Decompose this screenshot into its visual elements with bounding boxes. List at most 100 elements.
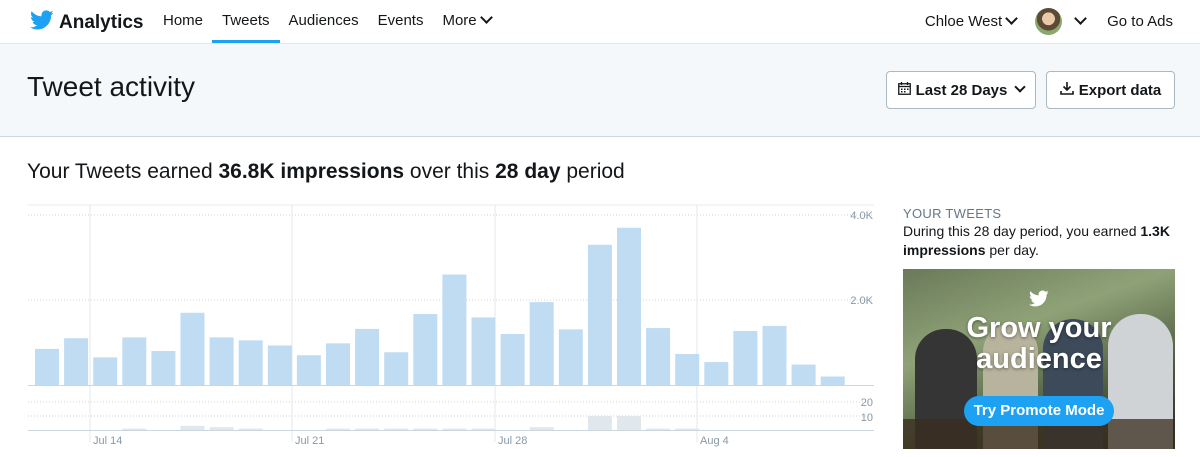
y-tick-label: 20 — [861, 397, 873, 409]
brand-name: Analytics — [59, 11, 144, 33]
main-nav: Home Tweets Audiences Events More — [163, 0, 510, 43]
impressions-bar — [471, 317, 496, 385]
impressions-bar — [558, 329, 583, 385]
page-header: Tweet activity Last 28 Days Export data — [0, 44, 1200, 137]
promo-line1: Grow your — [966, 312, 1112, 344]
chart-svg: 4.0K 2.0K 20 10 Jul 14 Jul 21 Jul 28 Aug 4 — [28, 204, 874, 447]
chevron-down-icon[interactable] — [1074, 12, 1087, 25]
promo-line2: audience — [976, 343, 1102, 375]
x-tick-label: Jul 21 — [295, 435, 324, 447]
twitter-bird-icon — [30, 8, 54, 37]
impressions-bar — [267, 345, 292, 385]
tweets-bar — [326, 428, 350, 430]
calendar-icon — [897, 81, 916, 99]
impressions-bar — [529, 302, 554, 385]
nav-tweets[interactable]: Tweets — [212, 0, 280, 43]
impressions-summary: Your Tweets earned 36.8K impressions ove… — [27, 160, 625, 184]
impressions-bar — [122, 337, 147, 385]
nav-more[interactable]: More — [442, 0, 493, 43]
side-text-suffix: per day. — [985, 242, 1039, 258]
date-range-button[interactable]: Last 28 Days — [886, 71, 1036, 109]
impressions-bar — [791, 364, 816, 385]
impressions-bar — [296, 355, 321, 385]
side-text-prefix: During this 28 day period, you earned — [903, 223, 1141, 239]
impressions-bar — [617, 227, 641, 385]
user-name: Chloe West — [924, 13, 1003, 30]
impressions-bar — [646, 328, 671, 385]
tweets-bar — [122, 428, 147, 430]
tweets-bar — [471, 428, 496, 430]
impressions-bar — [442, 274, 467, 385]
nav-home[interactable]: Home — [163, 12, 204, 29]
impressions-bar — [355, 328, 380, 385]
impressions-bar — [733, 331, 758, 385]
impressions-bar — [151, 351, 176, 385]
x-tick-label: Jul 28 — [498, 435, 527, 447]
tweets-bar — [646, 428, 671, 430]
date-range-label: Last 28 Days — [915, 81, 1008, 99]
download-icon — [1059, 81, 1079, 99]
promo-heading: Grow your audience — [903, 313, 1175, 375]
chevron-down-icon — [479, 11, 493, 24]
impressions-bar — [35, 348, 59, 385]
impressions-bar — [326, 343, 350, 385]
go-to-ads-link[interactable]: Go to Ads — [1107, 13, 1173, 30]
tweets-bar — [384, 428, 409, 430]
impressions-bar — [64, 338, 89, 385]
tweet-activity-chart: 4.0K 2.0K 20 10 Jul 14 Jul 21 Jul 28 Aug 4 — [28, 204, 878, 457]
tweets-bar — [587, 416, 612, 430]
summary-prefix: Your Tweets earned — [27, 160, 219, 183]
impressions-bar — [704, 362, 729, 385]
brand[interactable]: Analytics — [30, 8, 143, 37]
summary-suffix: period — [560, 160, 625, 183]
nav-more-label: More — [442, 12, 477, 29]
tweets-bar — [413, 428, 438, 430]
impressions-bar — [238, 340, 263, 385]
impressions-bar — [413, 314, 438, 385]
impressions-bar — [384, 352, 409, 385]
tweets-bar — [617, 416, 641, 430]
side-text: During this 28 day period, you earned 1.… — [903, 222, 1175, 260]
promote-mode-card[interactable]: Grow your audience Try Promote Mode — [903, 269, 1175, 449]
side-impressions-word: impressions — [903, 242, 986, 258]
tweets-bar — [355, 428, 380, 430]
impressions-bar — [820, 376, 845, 385]
side-per-day: 1.3K — [1140, 223, 1170, 239]
impressions-bar — [500, 334, 525, 385]
try-promote-mode-button[interactable]: Try Promote Mode — [964, 396, 1114, 426]
top-navigation: Analytics Home Tweets Audiences Events M… — [0, 0, 1200, 44]
tweets-bar — [180, 425, 205, 430]
impressions-bar — [762, 325, 787, 385]
y-tick-label: 4.0K — [850, 210, 873, 222]
impressions-bar — [180, 312, 205, 385]
tweets-bar — [209, 427, 234, 430]
your-tweets-panel: YOUR TWEETS During this 28 day period, y… — [903, 206, 1175, 260]
twitter-bird-icon — [1029, 290, 1049, 312]
export-data-button[interactable]: Export data — [1046, 71, 1175, 109]
summary-impressions: 36.8K impressions — [218, 160, 405, 183]
side-title: YOUR TWEETS — [903, 206, 1002, 221]
page-title: Tweet activity — [27, 71, 196, 102]
user-menu[interactable]: Chloe West — [924, 12, 1018, 30]
chevron-down-icon — [1014, 81, 1027, 93]
nav-events[interactable]: Events — [377, 12, 424, 29]
impressions-bar — [587, 244, 612, 385]
impressions-bar — [209, 337, 234, 385]
summary-middle: over this — [404, 160, 496, 183]
avatar[interactable] — [1035, 8, 1063, 35]
tweets-bar — [442, 428, 467, 430]
y-tick-label: 2.0K — [850, 295, 873, 307]
x-tick-label: Aug 4 — [700, 435, 729, 447]
tweets-bar — [675, 428, 700, 430]
nav-audiences[interactable]: Audiences — [288, 12, 359, 29]
export-label: Export data — [1078, 81, 1162, 99]
tweets-bar — [238, 428, 263, 430]
impressions-bar — [675, 353, 700, 385]
summary-period: 28 day — [495, 160, 561, 183]
y-tick-label: 10 — [861, 412, 873, 424]
impressions-bar — [93, 357, 118, 385]
account-nav: Chloe West Go to Ads — [925, 0, 1173, 43]
tweets-bar — [529, 427, 554, 430]
x-tick-label: Jul 14 — [93, 435, 122, 447]
chevron-down-icon — [1005, 12, 1018, 25]
